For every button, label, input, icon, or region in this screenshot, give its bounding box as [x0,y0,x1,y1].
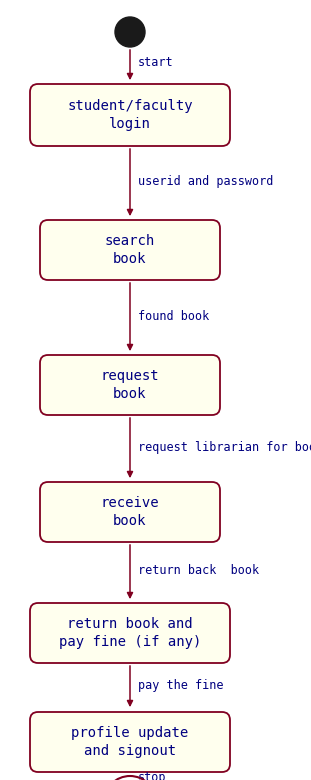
Text: student/faculty
login: student/faculty login [67,99,193,131]
Text: request librarian for book: request librarian for book [138,441,311,453]
FancyBboxPatch shape [40,220,220,280]
Text: found book: found book [138,310,209,324]
Text: start: start [138,55,174,69]
Text: receive
book: receive book [101,496,159,528]
FancyBboxPatch shape [40,355,220,415]
Text: pay the fine: pay the fine [138,679,224,693]
Text: stop: stop [138,771,166,780]
FancyBboxPatch shape [30,603,230,663]
Text: search
book: search book [105,234,155,266]
FancyBboxPatch shape [30,712,230,772]
Text: request
book: request book [101,369,159,401]
Circle shape [115,17,145,47]
Text: return book and
pay fine (if any): return book and pay fine (if any) [59,617,201,649]
FancyBboxPatch shape [30,84,230,146]
Text: return back  book: return back book [138,563,259,576]
Text: userid and password: userid and password [138,176,273,189]
FancyBboxPatch shape [40,482,220,542]
Text: profile update
and signout: profile update and signout [72,726,189,758]
